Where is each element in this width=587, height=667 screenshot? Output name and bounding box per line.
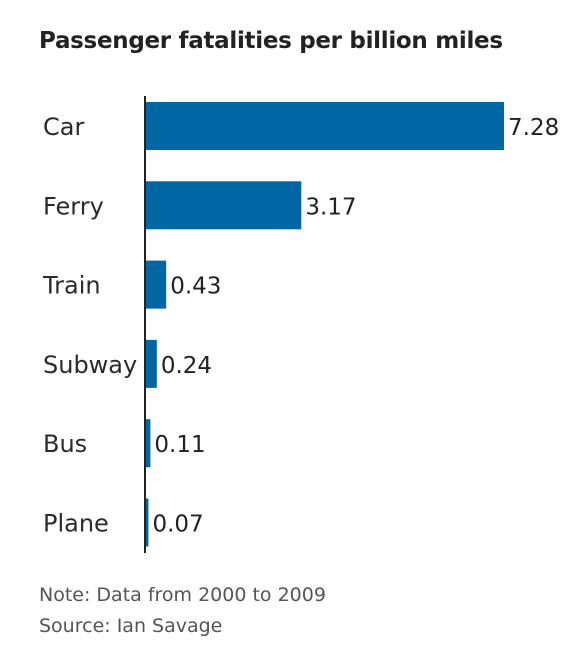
value-label-subway: 0.24 xyxy=(161,353,212,379)
category-label-bus: Bus xyxy=(43,430,87,458)
category-label-train: Train xyxy=(42,272,101,300)
category-label-subway: Subway xyxy=(43,351,137,379)
chart-note: Note: Data from 2000 to 2009 xyxy=(39,584,326,606)
chart-title: Passenger fatalities per billion miles xyxy=(39,28,503,54)
bar-subway xyxy=(145,339,157,388)
value-label-bus: 0.11 xyxy=(154,432,205,458)
category-label-ferry: Ferry xyxy=(43,192,104,220)
chart-source: Source: Ian Savage xyxy=(39,615,223,637)
bar-plane xyxy=(145,498,149,547)
bar-train xyxy=(145,260,167,309)
bar-bus xyxy=(145,419,151,468)
value-label-plane: 0.07 xyxy=(152,512,203,538)
category-label-car: Car xyxy=(43,113,84,141)
bar-car xyxy=(145,102,504,150)
bars-layer xyxy=(145,102,504,547)
value-labels: 7.28 3.17 0.43 0.24 0.11 0.07 xyxy=(152,115,559,538)
category-labels: Car Ferry Train Subway Bus Plane xyxy=(42,113,137,538)
value-label-train: 0.43 xyxy=(170,274,221,300)
bar-ferry xyxy=(145,181,302,230)
value-label-ferry: 3.17 xyxy=(305,194,356,220)
value-label-car: 7.28 xyxy=(508,115,559,141)
category-label-plane: Plane xyxy=(43,510,109,538)
